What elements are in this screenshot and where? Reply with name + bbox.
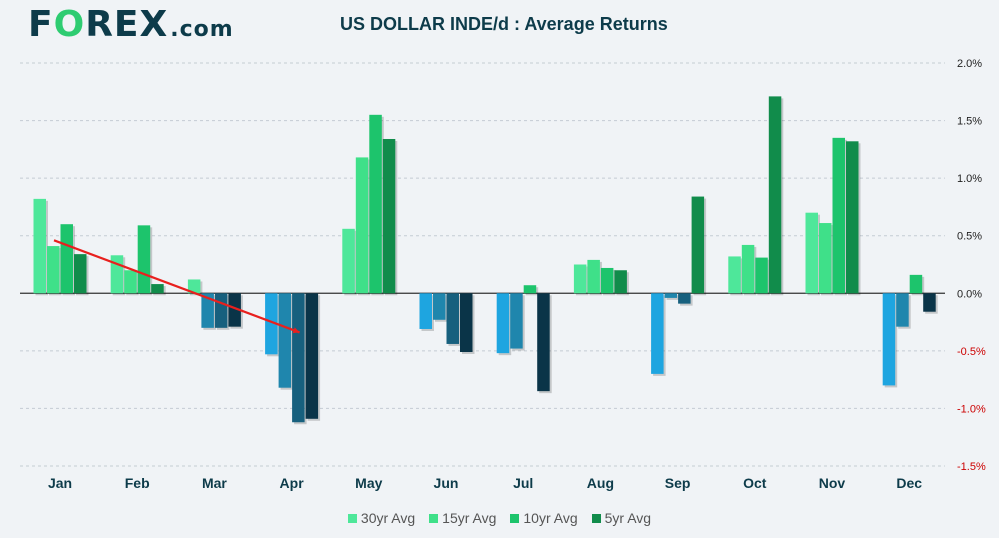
bar-oct-15yr-avg [741,244,755,294]
bar-nov-5yr-avg [846,141,859,294]
bar-mar-10yr-avg [214,293,228,328]
x-tick-label-aug: Aug [587,475,614,491]
bar-oct-10yr-avg [755,257,768,294]
x-tick-label-jun: Jun [434,475,459,491]
bar-sep-15yr-avg [664,293,678,298]
legend-item-30yr[interactable]: 30yr Avg [347,510,416,526]
legend-item-5yr[interactable]: 5yr Avg [591,510,652,526]
bar-jan-15yr-avg [47,246,60,294]
y-tick-label: -1.5% [957,461,986,473]
x-tick-label-feb: Feb [125,475,150,491]
bar-jan-5yr-avg [74,254,87,294]
bar-feb-15yr-avg [124,270,137,294]
bar-dec-10yr-avg [909,274,923,294]
bar-sep-30yr-avg [651,293,664,374]
y-tick-label: -0.5% [957,346,986,358]
bar-feb-5yr-avg [151,284,164,294]
y-tick-label: 1.0% [957,173,982,185]
legend-item-15yr[interactable]: 15yr Avg [429,510,496,526]
bar-may-15yr-avg [355,157,369,294]
bar-mar-5yr-avg [228,293,241,327]
legend-swatch-10yr [510,513,520,523]
bar-nov-15yr-avg [819,223,832,294]
x-tick-label-apr: Apr [280,475,305,491]
bar-apr-10yr-avg [292,293,305,423]
legend-item-10yr[interactable]: 10yr Avg [510,510,578,526]
x-tick-label-nov: Nov [819,475,846,491]
bar-sep-5yr-avg [691,196,705,294]
y-tick-label: 1.5% [957,116,982,128]
legend-swatch-30yr [347,513,357,523]
y-tick-label: 0.0% [957,288,982,300]
bar-nov-30yr-avg [805,212,818,294]
bar-feb-30yr-avg [110,255,124,294]
bar-jun-15yr-avg [433,293,446,320]
bar-feb-10yr-avg [137,225,151,294]
bar-dec-30yr-avg [882,293,896,386]
bar-mar-30yr-avg [187,279,201,294]
logo-o-mark: O [53,4,86,45]
bar-apr-5yr-avg [305,293,319,419]
legend-label-30yr: 30yr Avg [360,510,416,526]
bar-oct-5yr-avg [768,96,782,294]
bar-aug-5yr-avg [614,270,627,294]
bar-jun-5yr-avg [460,293,473,353]
x-tick-label-jul: Jul [513,475,533,491]
x-tick-label-oct: Oct [743,475,767,491]
chart-legend: 30yr Avg 15yr Avg 10yr Avg 5yr Avg [0,510,999,526]
x-tick-label-dec: Dec [896,475,922,491]
bar-aug-15yr-avg [587,259,600,294]
bar-jun-30yr-avg [419,293,432,329]
bar-mar-15yr-avg [201,293,214,328]
bar-jan-10yr-avg [60,224,73,294]
bar-jun-10yr-avg [446,293,459,344]
legend-label-15yr: 15yr Avg [442,510,497,526]
x-tick-label-mar: Mar [202,475,227,491]
logo-tld: .com [170,17,234,42]
y-tick-label: 2.0% [957,58,982,70]
trend-arrowhead [292,327,300,334]
chart-title: US DOLLAR INDE/d : Average Returns [340,14,668,34]
legend-swatch-5yr [591,513,601,523]
bar-jul-30yr-avg [496,293,510,354]
trend-line [53,239,300,334]
legend-swatch-15yr [429,513,439,523]
bar-apr-15yr-avg [278,293,292,388]
bar-may-10yr-avg [369,114,382,294]
bar-jul-10yr-avg [523,285,537,294]
legend-label-5yr: 5yr Avg [604,510,652,526]
bar-dec-15yr-avg [896,293,909,327]
bar-oct-30yr-avg [728,256,741,294]
logo-text: FOREX [28,4,169,45]
bar-may-30yr-avg [342,228,355,294]
legend-label-10yr: 10yr Avg [523,510,578,526]
bar-aug-30yr-avg [573,264,587,294]
bar-sep-10yr-avg [678,293,691,304]
forex-logo: FOREX .com [28,4,234,45]
bar-jan-30yr-avg [33,198,46,294]
x-tick-label-sep: Sep [665,475,691,491]
x-tick-label-may: May [355,475,382,491]
y-tick-label: 0.5% [957,231,982,243]
x-tick-label-jan: Jan [48,475,72,491]
y-tick-label: -1.0% [957,403,986,415]
bar-nov-10yr-avg [832,137,845,294]
bar-aug-10yr-avg [600,267,614,294]
bar-apr-30yr-avg [265,293,278,355]
bar-jul-15yr-avg [510,293,523,349]
bar-dec-5yr-avg [923,293,936,312]
bar-jul-5yr-avg [537,293,550,392]
bar-may-5yr-avg [382,138,396,294]
